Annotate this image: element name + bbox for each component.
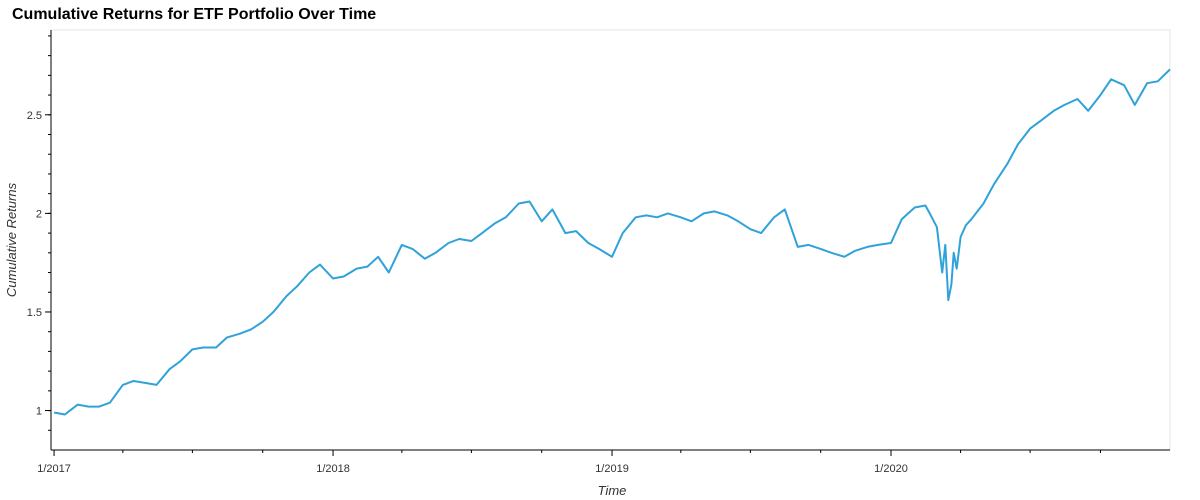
series-line-cumulative-returns <box>53 68 1171 416</box>
chart-title: Cumulative Returns for ETF Portfolio Ove… <box>12 6 377 23</box>
y-tick-label: 2.5 <box>27 110 42 122</box>
plot-frame <box>50 29 1171 451</box>
y-ticks: 1 1.5 2 2.5 <box>27 35 51 431</box>
x-tick-label: 1/2018 <box>316 463 350 475</box>
x-axis-label: Time <box>598 483 627 498</box>
x-ticks: 1/2017 1/2018 1/2019 1/2020 <box>37 450 1101 475</box>
x-tick-label: 1/2017 <box>37 463 71 475</box>
y-tick-label: 2 <box>36 208 42 220</box>
y-tick-label: 1.5 <box>27 307 42 319</box>
y-tick-label: 1 <box>36 406 42 418</box>
x-tick-label: 1/2019 <box>595 463 629 475</box>
x-tick-label: 1/2020 <box>874 463 908 475</box>
y-axis-label: Cumulative Returns <box>4 182 19 297</box>
